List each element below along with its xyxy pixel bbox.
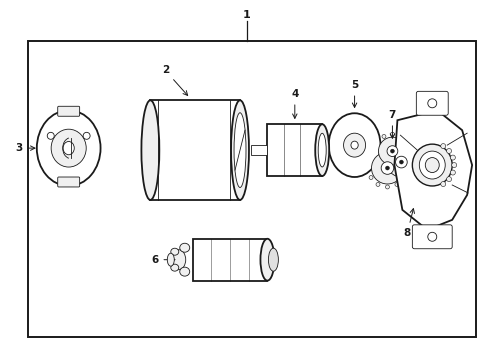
Ellipse shape xyxy=(395,150,399,154)
Ellipse shape xyxy=(387,146,398,157)
Text: 3: 3 xyxy=(15,143,35,153)
Ellipse shape xyxy=(386,185,390,189)
Ellipse shape xyxy=(376,141,380,145)
Ellipse shape xyxy=(376,158,380,162)
Ellipse shape xyxy=(450,170,455,175)
Ellipse shape xyxy=(343,133,366,157)
Ellipse shape xyxy=(382,160,386,164)
Ellipse shape xyxy=(318,133,326,167)
Ellipse shape xyxy=(399,134,403,139)
FancyBboxPatch shape xyxy=(58,106,80,116)
Ellipse shape xyxy=(261,239,274,280)
Text: 7: 7 xyxy=(389,110,396,138)
Ellipse shape xyxy=(450,155,455,160)
Ellipse shape xyxy=(378,137,406,165)
Polygon shape xyxy=(394,110,472,230)
Ellipse shape xyxy=(384,169,388,173)
Ellipse shape xyxy=(382,134,386,139)
Ellipse shape xyxy=(405,141,409,145)
Ellipse shape xyxy=(446,148,452,153)
Ellipse shape xyxy=(37,110,100,186)
Ellipse shape xyxy=(452,163,457,167)
Ellipse shape xyxy=(428,232,437,241)
Ellipse shape xyxy=(234,113,246,188)
Ellipse shape xyxy=(315,124,329,176)
Ellipse shape xyxy=(172,250,186,270)
Ellipse shape xyxy=(428,99,437,108)
Ellipse shape xyxy=(376,183,380,186)
Ellipse shape xyxy=(384,151,388,155)
Ellipse shape xyxy=(269,248,278,271)
Ellipse shape xyxy=(376,150,380,154)
Ellipse shape xyxy=(386,147,390,151)
Ellipse shape xyxy=(415,151,419,155)
Ellipse shape xyxy=(373,149,377,153)
Ellipse shape xyxy=(231,100,249,200)
Ellipse shape xyxy=(391,166,394,170)
FancyBboxPatch shape xyxy=(58,177,80,187)
Bar xyxy=(193,239,268,280)
Bar xyxy=(268,124,322,176)
Ellipse shape xyxy=(369,157,373,161)
FancyBboxPatch shape xyxy=(413,225,452,249)
Ellipse shape xyxy=(415,169,419,173)
Ellipse shape xyxy=(391,149,394,153)
Ellipse shape xyxy=(399,164,403,168)
Ellipse shape xyxy=(369,176,373,180)
Ellipse shape xyxy=(180,267,190,276)
Ellipse shape xyxy=(413,144,452,186)
Ellipse shape xyxy=(419,151,445,179)
Text: 8: 8 xyxy=(404,209,415,238)
FancyBboxPatch shape xyxy=(416,91,448,115)
Ellipse shape xyxy=(387,147,416,177)
Ellipse shape xyxy=(391,176,394,180)
Ellipse shape xyxy=(171,264,179,271)
Bar xyxy=(28,41,476,337)
Ellipse shape xyxy=(446,177,452,182)
Ellipse shape xyxy=(167,253,174,266)
Ellipse shape xyxy=(351,141,358,149)
Ellipse shape xyxy=(381,162,394,174)
Ellipse shape xyxy=(171,248,179,255)
Ellipse shape xyxy=(402,176,406,180)
Ellipse shape xyxy=(402,157,406,161)
Ellipse shape xyxy=(408,176,413,180)
Ellipse shape xyxy=(395,156,407,168)
Ellipse shape xyxy=(417,160,421,164)
Ellipse shape xyxy=(63,141,74,155)
Ellipse shape xyxy=(399,160,403,164)
Text: 2: 2 xyxy=(162,66,188,95)
Bar xyxy=(150,100,240,200)
Ellipse shape xyxy=(329,113,380,177)
Ellipse shape xyxy=(399,178,403,182)
Ellipse shape xyxy=(441,144,446,149)
Ellipse shape xyxy=(367,166,370,170)
Text: 6: 6 xyxy=(151,255,175,265)
Ellipse shape xyxy=(142,100,159,200)
Text: 5: 5 xyxy=(351,80,358,107)
Ellipse shape xyxy=(407,149,412,153)
Ellipse shape xyxy=(408,145,413,149)
Ellipse shape xyxy=(391,145,394,149)
Ellipse shape xyxy=(405,158,409,162)
Text: 4: 4 xyxy=(291,89,298,118)
Ellipse shape xyxy=(425,158,439,172)
Ellipse shape xyxy=(371,152,403,184)
Ellipse shape xyxy=(83,132,90,139)
Ellipse shape xyxy=(382,164,386,168)
Ellipse shape xyxy=(395,183,399,186)
Ellipse shape xyxy=(180,243,190,252)
Text: 1: 1 xyxy=(243,10,251,20)
Ellipse shape xyxy=(441,181,446,186)
Ellipse shape xyxy=(51,129,86,167)
Ellipse shape xyxy=(391,132,394,136)
Ellipse shape xyxy=(399,142,403,146)
Ellipse shape xyxy=(404,166,408,170)
Ellipse shape xyxy=(386,166,390,170)
Bar xyxy=(251,145,268,155)
Ellipse shape xyxy=(47,132,54,139)
